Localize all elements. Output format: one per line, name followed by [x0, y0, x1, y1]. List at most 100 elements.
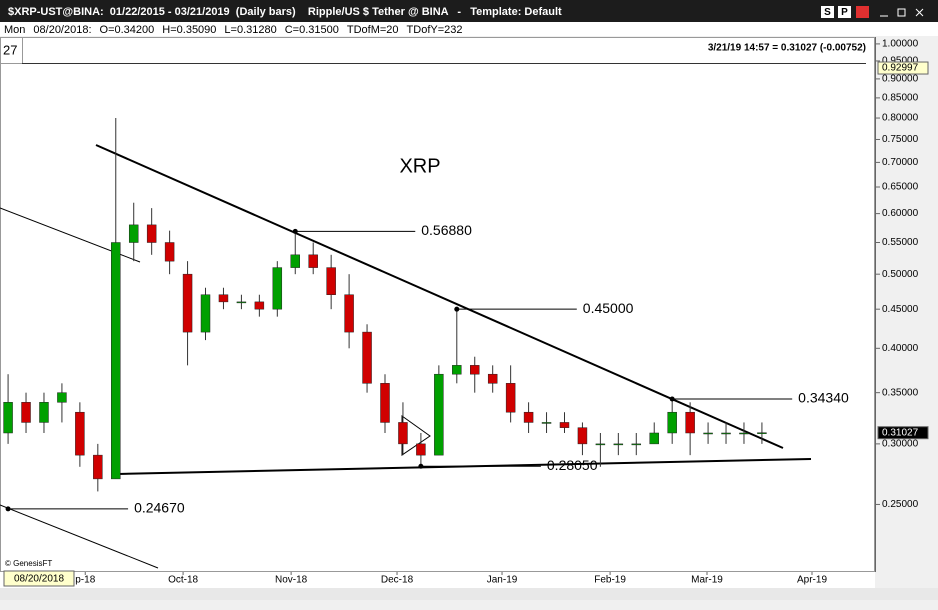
candle-body — [57, 392, 67, 403]
candle-body — [380, 383, 390, 423]
button-s[interactable] — [821, 6, 834, 18]
annotation-label: 0.24670 — [134, 500, 185, 516]
candle-body — [703, 432, 713, 435]
candle-body — [559, 422, 570, 428]
copyright: © GenesisFT — [5, 559, 52, 568]
candle-body — [523, 411, 534, 423]
resistance-line — [95, 144, 784, 449]
info-item: TDofY=232 — [407, 24, 463, 36]
candle-body — [416, 443, 426, 456]
info-item: O=0.34200 — [100, 24, 155, 36]
old-lower-line — [0, 504, 159, 569]
info-item: 08/20/2018: — [33, 24, 91, 36]
candle-body — [326, 267, 336, 295]
candle-body — [111, 242, 121, 480]
y-tick-label: 0.80000 — [882, 113, 919, 124]
candle-body — [128, 224, 139, 243]
candle-body — [470, 365, 480, 375]
info-bar — [0, 22, 938, 36]
candle-body — [236, 301, 247, 304]
candle-body — [75, 411, 85, 456]
info-item: Mon — [4, 24, 25, 36]
candle-body — [595, 443, 606, 446]
y-tick-label: 0.65000 — [882, 182, 919, 193]
info-item: TDofM=20 — [347, 24, 399, 36]
cursor-date-box — [3, 570, 75, 587]
candle-body — [200, 294, 211, 333]
annotation-dot — [669, 396, 675, 402]
corner-box — [0, 37, 23, 64]
info-group: Mon 08/20/2018: O=0.34200 H=0.35090 L=0.3128… — [4, 24, 463, 36]
candle-body — [254, 301, 265, 310]
title-bar — [0, 0, 938, 22]
x-axis-band — [0, 572, 875, 588]
candle-body — [631, 443, 642, 446]
candle-body — [93, 454, 103, 480]
chart-title: XRP — [399, 155, 440, 177]
price-marker — [877, 426, 929, 440]
restore[interactable] — [897, 8, 906, 17]
y-tick-label: 0.60000 — [882, 208, 919, 219]
candle-body — [344, 294, 354, 333]
candle-body — [308, 254, 318, 268]
annotation-label: 0.34340 — [798, 390, 849, 406]
y-tick-label: 0.45000 — [882, 304, 919, 315]
candle-body — [164, 242, 175, 262]
candle-body — [649, 432, 659, 445]
candle-body — [3, 402, 13, 434]
candle-body — [272, 267, 283, 310]
y-tick-label: 0.85000 — [882, 93, 919, 104]
x-tick-label: Apr-19 — [797, 575, 827, 586]
close[interactable] — [915, 8, 924, 17]
y-tick-label: 0.70000 — [882, 157, 919, 168]
corner-label: 27 — [3, 42, 17, 57]
y-tick-label: 1.00000 — [882, 39, 919, 50]
candle-body — [577, 427, 588, 445]
price-marker-label: 0.92997 — [882, 63, 919, 74]
candle-body — [757, 432, 767, 434]
candle-body — [146, 224, 157, 243]
candle-body — [218, 294, 229, 303]
candle-body — [290, 254, 300, 268]
x-tick-label: Dec-18 — [381, 575, 414, 586]
candle-body — [505, 383, 516, 413]
y-tick-label: 0.75000 — [882, 134, 919, 145]
annotation-dot — [292, 228, 298, 234]
candle-body — [452, 365, 462, 375]
y-tick-label: 0.95000 — [882, 56, 919, 67]
annotation-label: 0.45000 — [583, 300, 634, 316]
candle-body — [541, 422, 552, 424]
price-marker-label: 0.31027 — [882, 427, 919, 438]
y-tick-label: 0.35000 — [882, 387, 919, 398]
candle-body — [434, 373, 444, 456]
candle-body — [613, 443, 624, 446]
y-tick-label: 0.25000 — [882, 499, 919, 510]
candle-body — [667, 411, 677, 434]
x-tick-label: Oct-18 — [168, 575, 198, 586]
candle-body — [685, 411, 695, 434]
x-tick-label: Nov-18 — [275, 575, 308, 586]
info-item: C=0.31500 — [285, 24, 339, 36]
annotation-label: 0.56880 — [421, 222, 472, 238]
price-marker — [877, 61, 929, 75]
window-title: $XRP-UST@BINA: 01/22/2015 - 03/21/2019 (… — [8, 6, 562, 18]
button-s-label[interactable]: S — [824, 7, 831, 18]
button-p[interactable] — [838, 6, 851, 18]
scrollbar[interactable] — [0, 588, 938, 600]
x-tick-label: Mar-19 — [691, 575, 723, 586]
y-tick-label: 0.55000 — [882, 237, 919, 248]
candle-body — [39, 402, 49, 423]
candle-body — [362, 331, 372, 384]
candle-body — [398, 422, 408, 445]
button-icon[interactable] — [856, 6, 869, 18]
annotation-dot — [5, 506, 11, 512]
candle-body — [721, 432, 731, 435]
y-tick-label: 0.90000 — [882, 74, 919, 85]
plot-area — [0, 37, 875, 572]
x-tick-label: Feb-19 — [594, 575, 626, 586]
x-tick-label: p-18 — [75, 575, 95, 586]
quote: 3/21/19 14:57 = 0.31027 (-0.00752) — [708, 43, 866, 54]
button-p-label[interactable]: P — [841, 7, 848, 18]
